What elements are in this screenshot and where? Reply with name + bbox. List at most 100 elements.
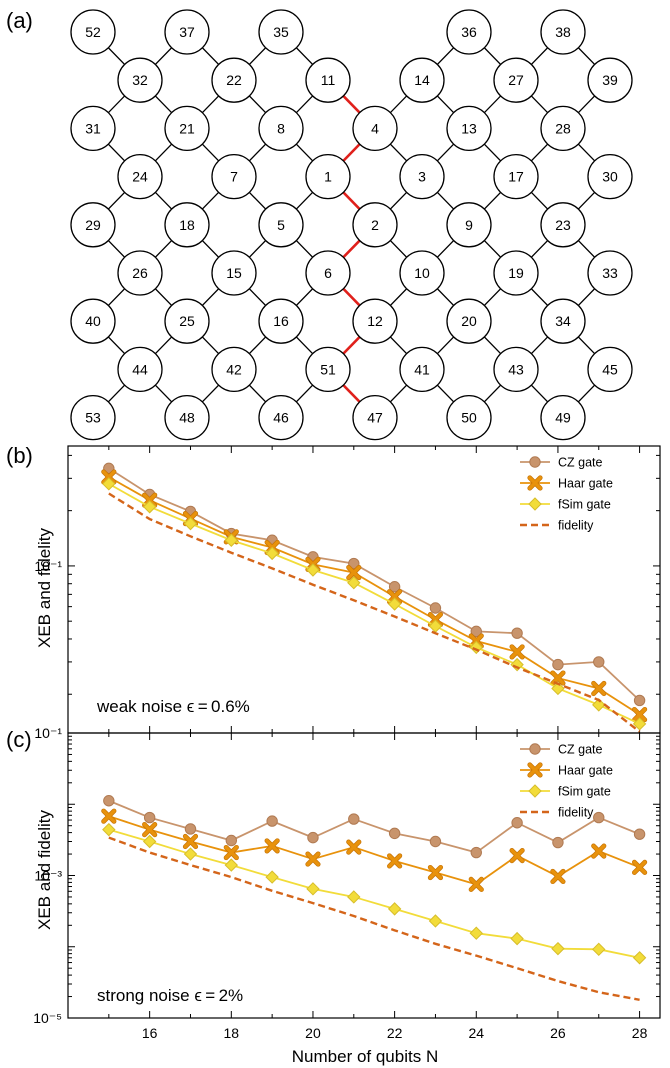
data-point: [101, 808, 117, 824]
qubit-node: [540, 105, 586, 152]
qubit-node: [117, 250, 163, 296]
qubit-node: [493, 57, 539, 103]
qubit-node: [446, 105, 492, 152]
data-point: [632, 717, 647, 731]
data-point: [346, 564, 362, 581]
panel-label-a: (a): [6, 8, 33, 33]
series-line: [108, 836, 640, 1001]
qubit-node: [446, 298, 492, 344]
data-point: [387, 853, 403, 869]
qubit-label: 37: [179, 24, 195, 40]
qubit-node: [164, 202, 210, 248]
annotation-b: weak noise ϵ = 0.6%: [96, 697, 250, 716]
qubit-label: 50: [461, 410, 477, 426]
qubit-label: 22: [226, 72, 242, 88]
data-point: [265, 870, 279, 884]
qubit-label: 39: [602, 72, 618, 88]
data-point: [551, 681, 565, 696]
data-point: [307, 831, 319, 844]
qubit-node: [258, 298, 304, 344]
data-point: [527, 475, 543, 491]
qubit-node: [305, 346, 351, 393]
qubit-label: 11: [321, 72, 336, 88]
data-point: [265, 546, 279, 561]
data-point: [347, 890, 361, 904]
data-point: [387, 597, 402, 611]
qubit-node: [587, 250, 633, 296]
data-point: [183, 516, 198, 531]
series-line: [108, 483, 640, 725]
qubit-node: [493, 153, 539, 200]
qubit-label: 36: [461, 24, 477, 40]
data-point: [528, 784, 542, 798]
data-point: [102, 822, 116, 837]
qubit-label: 41: [414, 361, 430, 377]
data-point: [592, 698, 606, 712]
data-point: [387, 589, 403, 605]
qubit-label: 23: [555, 217, 571, 233]
data-point: [264, 838, 280, 854]
qubit-node: [164, 298, 210, 344]
qubit-node: [352, 105, 398, 152]
legend-label: CZ gate: [558, 456, 603, 470]
data-point: [103, 795, 115, 807]
data-point: [511, 627, 523, 639]
qubit-label: 51: [320, 361, 336, 377]
qubit-label: 1: [324, 169, 332, 185]
data-point: [143, 811, 156, 824]
panel-label-b: (b): [6, 443, 33, 468]
qubit-node: [117, 57, 163, 103]
x-tick-label: 24: [468, 1025, 484, 1041]
qubit-node: [587, 153, 633, 200]
series-haar-gate: [101, 808, 648, 893]
legend-label: fSim gate: [558, 785, 611, 799]
qubit-label: 19: [508, 265, 524, 281]
x-tick-label: 16: [142, 1025, 158, 1041]
legend-entry: fidelity: [520, 806, 594, 820]
qubit-node: [258, 394, 304, 441]
qubit-node: [211, 57, 257, 103]
qubit-label: 26: [132, 265, 148, 281]
data-point: [388, 581, 401, 593]
qubit-node: [258, 105, 304, 152]
data-point: [633, 828, 646, 840]
qubit-label: 2: [371, 217, 379, 233]
qubit-node: [540, 9, 586, 55]
qubit-label: 13: [461, 120, 477, 136]
qubit-node: [211, 346, 257, 393]
data-point: [551, 941, 565, 956]
qubit-node: [587, 57, 633, 103]
data-point: [183, 847, 198, 861]
qubit-label: 45: [602, 361, 618, 377]
qubit-label: 30: [602, 169, 618, 185]
qubit-node: [399, 57, 445, 103]
data-point: [511, 817, 523, 829]
data-point: [470, 625, 482, 638]
qubit-node: [305, 153, 351, 200]
qubit-label: 38: [555, 24, 571, 40]
qubit-node: [70, 202, 116, 248]
legend-entry: Haar gate: [520, 762, 613, 778]
qubit-node: [211, 250, 257, 296]
legend-entry: fidelity: [520, 519, 594, 533]
series-line: [108, 828, 640, 959]
qubit-node: [305, 57, 351, 103]
panel-c-chart: 10⁻¹ 10⁻³ 10⁻⁵ 16 18 20 22 24 26 28 CZ gate Haar ga…: [33, 725, 661, 1041]
legend-label: Haar gate: [558, 477, 613, 491]
data-point: [550, 868, 566, 885]
data-point: [633, 694, 646, 707]
data-point: [591, 680, 607, 697]
data-point: [306, 563, 320, 577]
series-fidelity: [108, 836, 640, 1001]
legend-entry: CZ gate: [520, 456, 603, 470]
data-point: [427, 864, 444, 881]
qubit-node: [399, 250, 445, 296]
annotation-c: strong noise ϵ = 2%: [97, 986, 243, 1005]
qubit-label: 29: [85, 217, 101, 233]
series-line: [108, 799, 640, 854]
x-tick-label: 20: [305, 1025, 321, 1041]
data-point: [469, 926, 483, 940]
qubit-node: [164, 9, 210, 55]
qubit-label: 5: [277, 217, 285, 233]
